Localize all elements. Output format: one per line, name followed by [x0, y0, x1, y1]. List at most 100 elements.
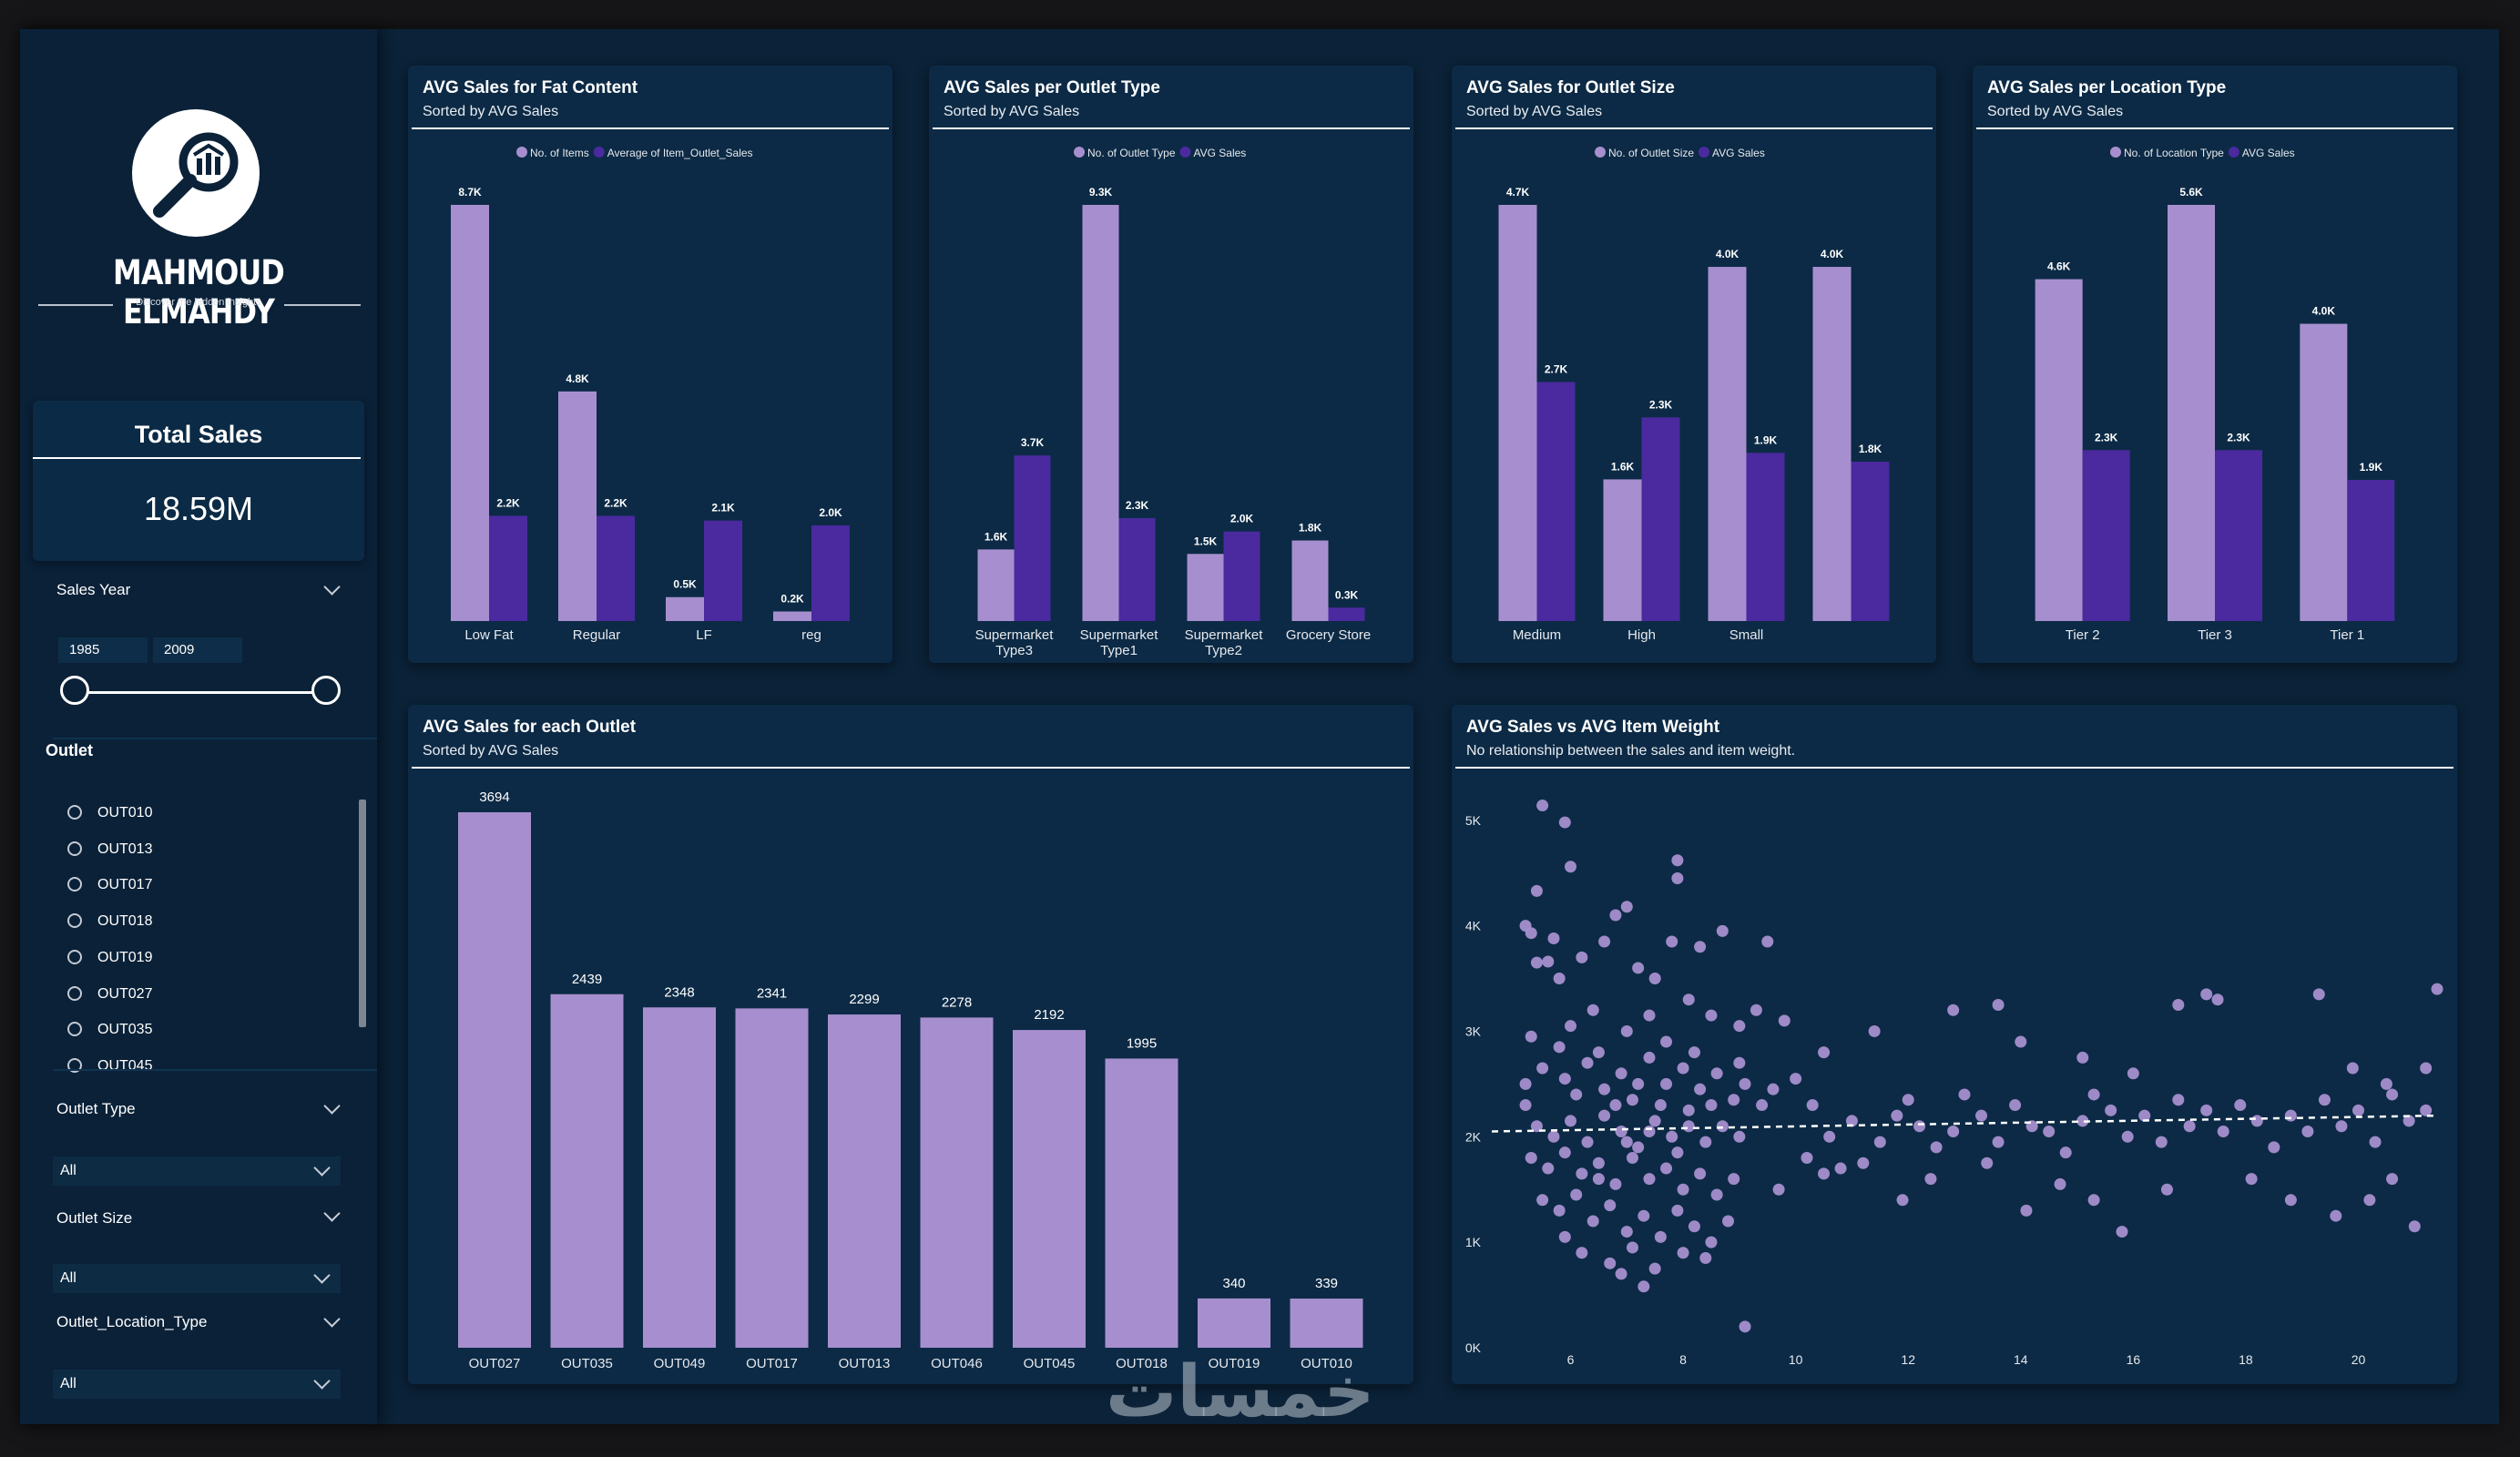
bar-chart-svg: No. of Outlet Size AVG Sales 4.7K 2.7K Mediu…	[1498, 147, 1890, 643]
radio-circle-icon[interactable]	[67, 985, 82, 1001]
scatter-point	[1873, 1136, 1886, 1148]
legend-label: AVG Sales	[1194, 147, 1247, 159]
x-tick-label: Supermarket	[1080, 627, 1159, 643]
sales-year-slider-end-handle[interactable]	[311, 676, 341, 705]
scatter-point	[1660, 1035, 1673, 1048]
x-tick-label: 20	[2352, 1352, 2366, 1367]
sales-year-slider-track[interactable]	[77, 691, 328, 694]
y-tick-label: 1K	[1465, 1235, 1482, 1249]
outlet-radio-label: OUT035	[97, 1022, 153, 1038]
scatter-point	[2420, 1104, 2433, 1116]
bar	[1013, 1030, 1086, 1348]
outlet-radio-label: OUT017	[97, 877, 153, 893]
scatter-point	[1823, 1130, 1836, 1143]
radio-circle-icon[interactable]	[67, 841, 82, 856]
chart-title: AVG Sales for Fat Content	[423, 78, 638, 97]
scatter-point	[1637, 1209, 1650, 1222]
scatter-point	[1716, 1120, 1729, 1133]
x-tick-label: Type1	[1100, 643, 1138, 658]
outlet-list-scrollbar[interactable]	[359, 800, 366, 1027]
data-label: 4.6K	[2047, 260, 2071, 273]
scatter-point	[1992, 998, 2005, 1011]
outlet-radio-label: OUT045	[97, 1057, 153, 1074]
sales-year-chevron-icon[interactable]	[323, 578, 341, 596]
scatter-point	[1688, 1046, 1700, 1059]
scatter-point	[1609, 909, 1622, 922]
x-tick-label: 16	[2127, 1352, 2141, 1367]
scatter-point	[1604, 1257, 1617, 1269]
chart-title: AVG Sales per Location Type	[1987, 78, 2227, 97]
scatter-point	[1598, 1109, 1611, 1122]
scatter-point	[1654, 1099, 1667, 1112]
scatter-chart-svg: 0K 1K 2K 3K 4K 5K 6 8 10 12 14 16 18 20	[1465, 800, 2443, 1367]
scatter-point	[1570, 1188, 1583, 1201]
scatter-point	[1536, 800, 1549, 812]
scatter-point	[2211, 993, 2224, 1006]
scatter-point	[2363, 1194, 2376, 1207]
chart-title-divider	[1455, 767, 2454, 769]
sales-year-from-input[interactable]: 1985	[58, 637, 148, 663]
scatter-point	[1565, 861, 1576, 873]
bar	[1014, 455, 1051, 621]
bar-chart-svg: No. of Location Type AVG Sales 4.6K 2.3K Tie…	[2035, 147, 2395, 643]
bar	[451, 205, 489, 621]
data-label: 1.9K	[2360, 461, 2383, 474]
scatter-point	[1620, 1226, 1633, 1238]
chart-legend: No. of Outlet Type AVG Sales	[1074, 147, 1246, 159]
outlet-location-type-chevron-icon[interactable]	[323, 1310, 341, 1328]
sales-year-slider-start-handle[interactable]	[60, 676, 89, 705]
bar	[558, 391, 597, 621]
x-tick-label: Small	[1729, 627, 1764, 643]
outlet-size-dropdown[interactable]: All	[53, 1264, 341, 1293]
x-tick-label: Supermarket	[975, 627, 1055, 643]
scatter-point	[2318, 1094, 2331, 1106]
x-tick-label: 6	[1567, 1352, 1575, 1367]
radio-circle-icon[interactable]	[67, 1022, 82, 1037]
outlet-location-type-dropdown[interactable]: All	[53, 1370, 341, 1399]
data-label: 2.2K	[604, 496, 627, 509]
chart-subtitle: Sorted by AVG Sales	[1466, 104, 1603, 119]
scatter-point	[2138, 1109, 2151, 1122]
outlet-size-chevron-icon[interactable]	[323, 1205, 341, 1222]
x-tick-label: Medium	[1513, 627, 1561, 643]
logo-divider-right	[284, 304, 361, 306]
scatter-point	[1716, 924, 1729, 937]
chevron-down-icon	[313, 1267, 331, 1284]
radio-circle-icon[interactable]	[67, 805, 82, 820]
x-tick-label: OUT035	[561, 1356, 613, 1371]
scatter-point	[1902, 1094, 1914, 1106]
bar	[1536, 382, 1576, 621]
radio-circle-icon[interactable]	[67, 949, 82, 964]
scatter-point	[1547, 1130, 1560, 1143]
scatter-point	[1598, 1083, 1611, 1095]
data-label: 2341	[757, 985, 787, 1001]
outlet-type-chevron-icon[interactable]	[323, 1097, 341, 1115]
scatter-point	[2312, 988, 2325, 1001]
data-label: 340	[1222, 1276, 1245, 1291]
sales-year-to-input[interactable]: 2009	[153, 637, 242, 663]
scatter-point	[1615, 1126, 1627, 1138]
sales-year-label: Sales Year	[56, 581, 131, 598]
data-label: 2192	[1034, 1007, 1064, 1023]
x-tick-label: Grocery Store	[1286, 627, 1371, 643]
radio-circle-icon[interactable]	[67, 877, 82, 892]
x-tick-label: OUT019	[1209, 1356, 1260, 1371]
scatter-point	[1654, 1230, 1667, 1243]
data-label: 4.0K	[2312, 305, 2336, 318]
scatter-point	[1643, 1173, 1656, 1186]
scatter-point	[1677, 1247, 1689, 1259]
scatter-point	[1592, 1046, 1605, 1059]
bar	[1708, 267, 1747, 621]
radio-circle-icon[interactable]	[67, 1057, 82, 1073]
chart-subtitle: Sorted by AVG Sales	[944, 104, 1080, 119]
bar	[597, 515, 635, 621]
data-label: 2.3K	[1126, 499, 1149, 512]
x-tick-label: 10	[1789, 1352, 1803, 1367]
scatter-point	[2284, 1194, 2297, 1207]
bar	[735, 1008, 809, 1348]
scatter-point	[1694, 1167, 1707, 1180]
outlet-type-dropdown[interactable]: All	[53, 1156, 341, 1186]
scatter-point	[1772, 1183, 1785, 1196]
radio-circle-icon[interactable]	[67, 913, 82, 929]
scatter-point	[2431, 983, 2443, 995]
